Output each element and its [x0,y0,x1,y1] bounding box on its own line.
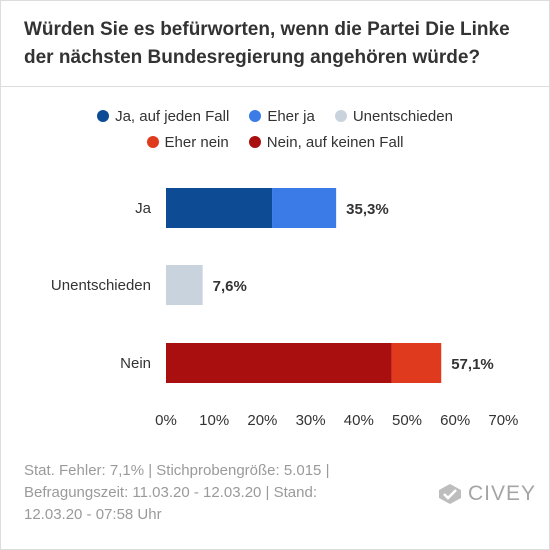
x-tick-label: 50% [392,412,422,429]
civey-logo-icon [439,484,461,504]
x-tick-label: 30% [296,412,326,429]
bar-total-label: 57,1% [451,356,494,373]
footer-line-2: Befragungszeit: 11.03.20 - 12.03.20 | St… [24,484,317,501]
x-tick-label: 10% [199,412,229,429]
legend-item: Eher ja [249,108,315,125]
bar-total-label: 7,6% [213,278,247,295]
legend: Ja, auf jeden Fall Eher ja Unentschieden E… [0,106,550,158]
legend-marker [146,136,159,148]
category-label: Nein [120,355,151,372]
category-label: Unentschieden [51,277,151,294]
legend-marker [248,136,261,148]
legend-label: Ja, auf jeden Fall [115,107,230,125]
legend-label: Eher ja [267,107,315,125]
legend-label: Eher nein [164,133,229,151]
x-tick-label: 60% [440,412,470,429]
legend-marker [97,110,110,122]
x-tick-label: 0% [155,412,177,429]
footer-info: Stat. Fehler: 7,1% | Stichprobengröße: 5… [24,460,384,526]
title-divider [0,86,550,87]
legend-item: Unentschieden [334,107,453,125]
x-tick-label: 20% [247,412,277,429]
legend-label: Nein, auf keinen Fall [266,133,404,151]
civey-logo: CIVEY [438,482,536,506]
footer-line-1: Stat. Fehler: 7,1% | Stichprobengröße: 5… [24,462,330,479]
legend-marker [334,110,347,122]
legend-item: Eher nein [146,133,229,151]
civey-logo-text: CIVEY [468,482,537,505]
x-tick-label: 40% [344,412,374,429]
footer-line-3: 12.03.20 - 07:58 Uhr [24,506,162,523]
category-label: Ja [135,200,152,217]
bar-segment [166,188,273,228]
legend-item: Ja, auf jeden Fall [97,108,229,125]
bar-segment [166,343,392,383]
bar-total-label: 35,3% [346,201,389,218]
legend-row-2: Eher nein Nein, auf keinen Fall [0,132,550,152]
bar-segment [391,343,442,383]
x-tick-label: 70% [488,412,518,429]
legend-label: Unentschieden [352,107,453,125]
legend-marker [249,110,262,122]
bar-segment [272,188,337,228]
legend-row-1: Ja, auf jeden Fall Eher ja Unentschieden [0,106,550,126]
chart-title: Würden Sie es befürworten, wenn die Part… [24,19,510,68]
bar-chart: Ja Unentschieden Nein 35,3% 7,6% 57,1% 0% 10% 20… [51,188,518,429]
legend-item: Nein, auf keinen Fall [248,133,404,151]
bar-segment [166,265,203,305]
